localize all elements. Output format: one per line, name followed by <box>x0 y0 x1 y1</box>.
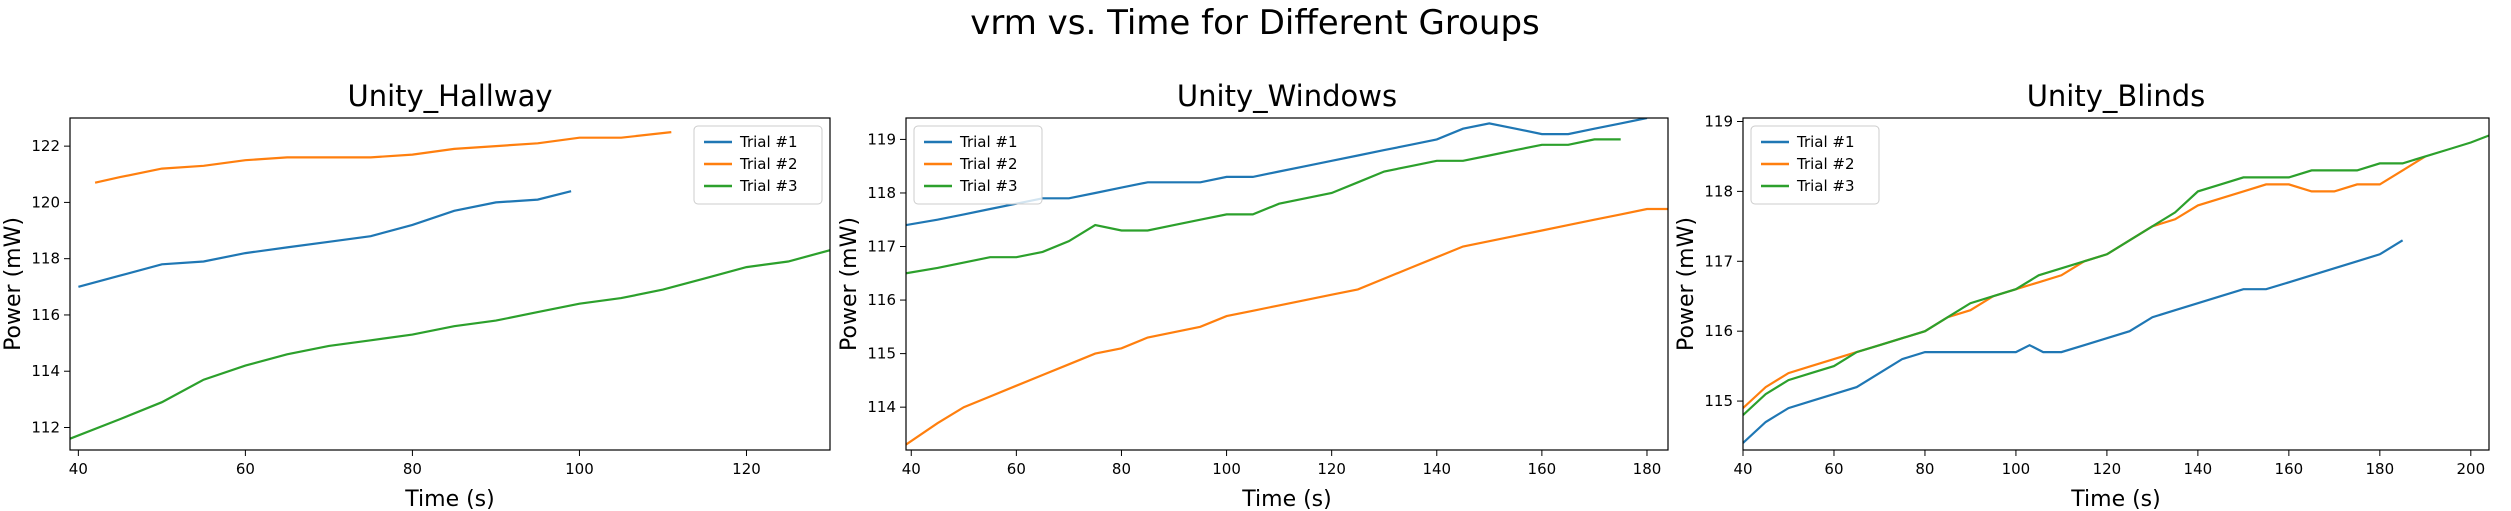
x-tick-label: 80 <box>1915 460 1934 478</box>
x-tick-label: 120 <box>1317 460 1346 478</box>
x-tick-label: 40 <box>902 460 921 478</box>
chart-panel-unity-windows: Unity_Windows 40 60 80 100 120 140 160 180 114 115… <box>837 79 1669 511</box>
x-tick-label: 100 <box>2002 460 2031 478</box>
y-tick-label: 117 <box>1704 252 1733 270</box>
chart-title: Unity_Blinds <box>2027 79 2206 113</box>
legend-frame <box>913 125 1043 205</box>
x-tick-label: 120 <box>2093 460 2122 478</box>
panels: Unity_Hallway 40 60 80 100 120 112 114 116 118 120… <box>1 79 2490 511</box>
y-tick-label: 115 <box>1704 392 1733 410</box>
x-tick-label: 40 <box>1733 460 1752 478</box>
series-line-trial-1 <box>78 190 572 288</box>
y-tick-label: 120 <box>31 193 60 211</box>
y-tick-label: 118 <box>1704 182 1733 200</box>
x-axis-label: Time (s) <box>404 487 494 511</box>
chart-title: Unity_Hallway <box>347 79 552 113</box>
series-line-trial-3 <box>1743 134 2489 416</box>
y-tick-label: 117 <box>867 238 896 256</box>
legend-entry: Trial #3 <box>959 177 1018 195</box>
y-axis-label: Power (mW) <box>1674 217 1699 351</box>
y-axis-label: Power (mW) <box>1 217 26 351</box>
series-line-trial-2 <box>906 207 1668 446</box>
y-tick-label: 115 <box>867 345 896 363</box>
chart-panel-unity-hallway: Unity_Hallway 40 60 80 100 120 112 114 116 118 120… <box>1 79 831 511</box>
series-line-trial-3 <box>906 138 1621 275</box>
plot-frame <box>905 117 1669 451</box>
x-tick-label: 60 <box>1824 460 1843 478</box>
legend: Trial #1 Trial #2 Trial #3 <box>1750 125 1880 205</box>
legend-entry: Trial #2 <box>959 155 1018 173</box>
x-tick-label: 180 <box>2366 460 2395 478</box>
legend-entry: Trial #1 <box>959 133 1018 151</box>
y-tick-label: 122 <box>31 137 60 155</box>
chart-panel-unity-blinds: Unity_Blinds 40 60 80 100 120 140 160 180 200 115 1… <box>1674 79 2490 511</box>
legend-frame <box>1750 125 1880 205</box>
y-tick-label: 119 <box>867 130 896 148</box>
chart-title: Unity_Windows <box>1177 79 1397 113</box>
y-tick-label: 116 <box>31 306 60 324</box>
series-line-trial-1 <box>1743 239 2404 444</box>
x-tick-label: 180 <box>1633 460 1662 478</box>
x-tick-label: 60 <box>1007 460 1026 478</box>
x-tick-label: 80 <box>1112 460 1131 478</box>
y-tick-label: 119 <box>1704 112 1733 130</box>
x-tick-label: 100 <box>565 460 594 478</box>
x-tick-label: 120 <box>732 460 761 478</box>
x-tick-label: 80 <box>403 460 422 478</box>
series-line-trial-2 <box>94 131 672 184</box>
legend-entry: Trial #1 <box>1796 133 1855 151</box>
x-tick-label: 140 <box>2184 460 2213 478</box>
x-axis-label: Time (s) <box>1241 487 1331 511</box>
x-tick-label: 40 <box>69 460 88 478</box>
y-axis-label: Power (mW) <box>837 217 862 351</box>
x-tick-label: 200 <box>2456 460 2485 478</box>
legend-entry: Trial #2 <box>739 155 798 173</box>
plot-frame <box>69 117 831 451</box>
y-tick-label: 112 <box>31 418 60 436</box>
legend-entry: Trial #3 <box>739 177 798 195</box>
x-axis-label: Time (s) <box>2070 487 2160 511</box>
y-tick-label: 118 <box>867 184 896 202</box>
y-tick-label: 116 <box>867 291 896 309</box>
y-tick-label: 114 <box>867 398 896 416</box>
y-tick-label: 116 <box>1704 322 1733 340</box>
x-tick-label: 100 <box>1212 460 1241 478</box>
legend-entry: Trial #1 <box>739 133 798 151</box>
y-tick-label: 114 <box>31 362 60 380</box>
legend: Trial #1 Trial #2 Trial #3 <box>693 125 823 205</box>
y-tick-label: 118 <box>31 250 60 268</box>
plot-frame <box>1742 117 2490 451</box>
x-tick-label: 140 <box>1422 460 1451 478</box>
x-tick-label: 160 <box>2275 460 2304 478</box>
figure-suptitle: vrm vs. Time for Different Groups <box>970 3 1539 43</box>
x-tick-label: 160 <box>1528 460 1557 478</box>
series-line-trial-3 <box>70 249 830 440</box>
legend-entry: Trial #2 <box>1796 155 1855 173</box>
legend: Trial #1 Trial #2 Trial #3 <box>913 125 1043 205</box>
legend-entry: Trial #3 <box>1796 177 1855 195</box>
x-tick-label: 60 <box>236 460 255 478</box>
legend-frame <box>693 125 823 205</box>
